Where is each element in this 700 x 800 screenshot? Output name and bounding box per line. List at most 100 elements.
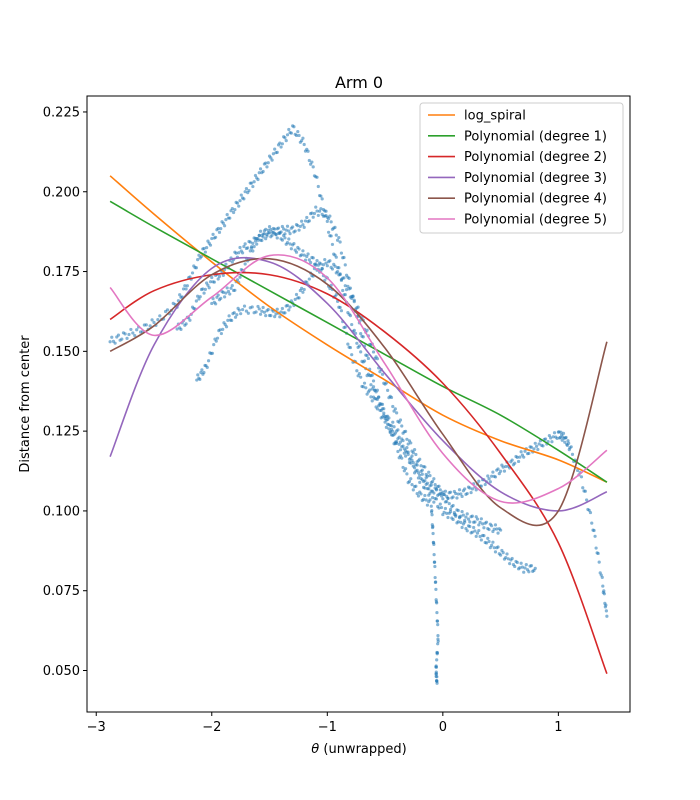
scatter-point xyxy=(409,477,413,481)
scatter-point xyxy=(282,227,286,231)
scatter-point xyxy=(604,609,608,613)
x-axis-label: θ (unwrapped) xyxy=(311,742,406,757)
scatter-point xyxy=(346,342,350,346)
scatter-point xyxy=(579,475,584,479)
scatter-point xyxy=(529,563,534,568)
scatter-point xyxy=(252,180,256,184)
scatter-point xyxy=(288,232,292,236)
scatter-point xyxy=(216,293,220,297)
scatter-point xyxy=(361,385,365,389)
scatter-point xyxy=(321,263,326,267)
scatter-point xyxy=(320,267,324,271)
scatter-point xyxy=(396,437,400,441)
scatter-point xyxy=(427,470,431,474)
scatter-point xyxy=(300,139,304,143)
scatter-point xyxy=(271,230,275,235)
scatter-point xyxy=(110,335,114,339)
scatter-point xyxy=(420,472,424,476)
scatter-point xyxy=(243,190,247,194)
scatter-point xyxy=(552,431,557,435)
scatter-point xyxy=(273,315,277,319)
scatter-point xyxy=(387,423,391,427)
scatter-point xyxy=(243,262,247,266)
scatter-point xyxy=(324,209,328,213)
scatter-point xyxy=(464,515,468,519)
scatter-point xyxy=(343,325,347,329)
scatter-point xyxy=(532,447,536,451)
scatter-point xyxy=(484,541,489,545)
scatter-point xyxy=(418,457,422,461)
scatter-point xyxy=(285,224,290,228)
scatter-point xyxy=(428,474,432,478)
scatter-point xyxy=(369,383,373,387)
scatter-point xyxy=(120,337,124,341)
scatter-point xyxy=(261,235,265,239)
scatter-point xyxy=(296,130,300,134)
scatter-point xyxy=(487,477,491,481)
series-line-2 xyxy=(109,271,608,674)
scatter-point xyxy=(219,227,223,231)
scatter-point xyxy=(555,436,559,441)
scatter-point xyxy=(297,296,301,300)
scatter-point xyxy=(425,503,430,507)
scatter-point xyxy=(217,230,222,234)
scatter-point xyxy=(600,575,604,579)
scatter-point xyxy=(278,141,282,145)
scatter-point xyxy=(228,292,232,296)
scatter-point xyxy=(348,345,353,350)
scatter-point xyxy=(475,517,480,521)
scatter-point xyxy=(499,469,503,473)
scatter-point xyxy=(395,440,399,444)
scatter-point xyxy=(400,424,404,428)
scatter-point xyxy=(233,288,237,292)
scatter-point xyxy=(472,525,476,530)
scatter-point xyxy=(230,260,234,264)
scatter-point xyxy=(221,273,225,277)
scatter-point xyxy=(558,435,562,440)
scatter-point xyxy=(448,510,453,514)
scatter-point xyxy=(230,318,234,323)
scatter-point xyxy=(404,467,408,471)
scatter-point xyxy=(275,150,279,154)
scatter-point xyxy=(359,350,363,354)
scatter-point xyxy=(524,563,528,567)
scatter-point xyxy=(415,463,419,467)
scatter-point xyxy=(156,318,160,322)
scatter-point xyxy=(113,341,117,345)
scatter-point xyxy=(396,428,400,432)
scatter-point xyxy=(499,528,503,532)
scatter-point xyxy=(371,350,376,354)
scatter-point xyxy=(605,614,609,618)
scatter-point xyxy=(116,333,121,337)
scatter-point xyxy=(519,450,523,454)
scatter-point xyxy=(397,442,401,446)
scatter-point xyxy=(487,539,491,544)
scatter-point xyxy=(388,430,392,435)
scatter-point xyxy=(470,487,474,491)
scatter-point xyxy=(434,665,438,669)
scatter-point xyxy=(477,479,481,483)
scatter-point xyxy=(527,451,531,455)
scatter-point xyxy=(430,513,434,517)
scatter-point xyxy=(285,133,290,137)
scatter-point xyxy=(210,236,214,241)
scatter-point xyxy=(237,204,241,208)
scatter-point xyxy=(435,610,439,615)
scatter-point xyxy=(486,474,490,478)
scatter-point xyxy=(202,370,206,375)
scatter-point xyxy=(583,489,587,493)
scatter-point xyxy=(519,561,523,565)
scatter-point xyxy=(257,233,261,238)
scatter-point xyxy=(463,487,467,491)
scatter-point xyxy=(228,216,232,220)
series-layer xyxy=(109,175,608,674)
scatter-point xyxy=(435,675,439,679)
scatter-point xyxy=(495,527,499,531)
scatter-point xyxy=(291,225,295,229)
scatter-point xyxy=(423,479,427,483)
scatter-point xyxy=(341,288,345,293)
scatter-point xyxy=(237,308,241,312)
scatter-point xyxy=(351,294,355,298)
scatter-point xyxy=(293,229,297,233)
scatter-point xyxy=(302,287,306,292)
